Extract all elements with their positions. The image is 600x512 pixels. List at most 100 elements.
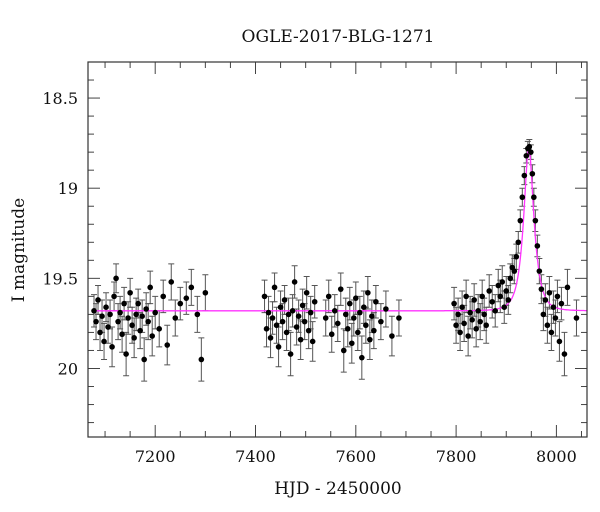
data-point <box>550 304 557 310</box>
data-point <box>289 307 296 314</box>
data-point <box>363 322 369 329</box>
data-point <box>469 317 475 323</box>
data-point <box>177 300 184 307</box>
data-point <box>515 239 522 246</box>
data-point <box>337 286 344 292</box>
data-point <box>459 304 465 310</box>
data-point <box>277 304 284 310</box>
data-point <box>492 307 499 314</box>
data-point <box>361 304 367 310</box>
data-point <box>461 320 467 327</box>
data-point <box>477 318 483 325</box>
data-point <box>303 289 310 296</box>
data-point <box>265 309 272 316</box>
data-point <box>91 307 97 314</box>
data-point <box>117 309 123 316</box>
data-point <box>202 289 209 296</box>
data-point <box>297 336 304 343</box>
data-point <box>331 307 338 314</box>
data-point <box>271 284 278 291</box>
data-point <box>365 289 371 296</box>
data-point <box>103 304 109 310</box>
data-point <box>172 315 179 321</box>
data-point <box>389 333 395 339</box>
data-point <box>291 279 298 285</box>
data-point <box>519 194 526 201</box>
data-point <box>101 338 107 345</box>
data-point <box>299 302 306 309</box>
data-point <box>457 329 463 336</box>
data-point <box>489 298 496 305</box>
data-point <box>141 356 147 363</box>
data-point <box>357 309 363 316</box>
data-point <box>145 318 151 325</box>
data-point <box>475 307 481 314</box>
data-point <box>531 194 537 201</box>
data-point <box>342 311 349 318</box>
data-point <box>511 268 518 274</box>
data-point <box>564 284 571 291</box>
data-point <box>99 313 105 320</box>
data-point <box>325 293 332 300</box>
data-point <box>301 318 308 325</box>
data-point <box>133 311 139 318</box>
data-point <box>125 315 131 321</box>
data-point <box>95 297 101 303</box>
data-point <box>283 329 290 336</box>
data-point <box>168 279 175 285</box>
y-tick-label: 19 <box>58 179 78 198</box>
data-point <box>513 253 520 260</box>
data-point <box>507 275 514 282</box>
data-point <box>127 289 133 296</box>
plot-frame <box>87 61 588 438</box>
data-point <box>183 295 190 301</box>
data-point <box>503 288 510 294</box>
data-point <box>309 338 316 345</box>
y-tick-label: 19.5 <box>42 269 78 288</box>
data-point <box>198 356 205 363</box>
data-point <box>558 300 565 307</box>
data-point <box>529 170 536 177</box>
data-point <box>486 288 493 294</box>
data-point <box>544 322 551 329</box>
data-point <box>307 309 314 316</box>
data-point <box>295 313 302 320</box>
data-point <box>473 326 479 332</box>
data-point <box>373 298 379 305</box>
data-point <box>548 329 555 336</box>
data-point <box>353 295 359 301</box>
data-point <box>455 311 461 318</box>
data-point <box>561 351 568 357</box>
data-point <box>267 335 274 341</box>
data-point <box>293 324 300 330</box>
data-point <box>481 311 487 318</box>
data-point <box>371 327 377 334</box>
data-point <box>369 313 375 320</box>
data-point <box>129 322 135 329</box>
data-point <box>526 143 533 150</box>
data-point <box>139 313 145 320</box>
data-point <box>273 322 280 329</box>
data-point <box>556 338 563 345</box>
data-point <box>152 309 159 316</box>
data-point <box>123 351 129 357</box>
data-point <box>463 293 469 300</box>
data-point <box>499 279 506 285</box>
data-point <box>471 297 477 303</box>
data-point <box>261 293 268 300</box>
data-point <box>131 335 137 341</box>
data-point <box>453 322 459 329</box>
data-point <box>281 297 288 303</box>
data-point <box>546 289 553 296</box>
data-point <box>135 300 141 307</box>
data-point <box>311 298 318 305</box>
data-point <box>350 315 357 321</box>
data-point <box>383 306 389 312</box>
data-point <box>149 333 155 339</box>
data-point <box>143 306 149 312</box>
data-point <box>344 326 351 332</box>
data-point <box>517 217 524 224</box>
data-point <box>107 311 113 318</box>
data-point <box>334 320 341 327</box>
